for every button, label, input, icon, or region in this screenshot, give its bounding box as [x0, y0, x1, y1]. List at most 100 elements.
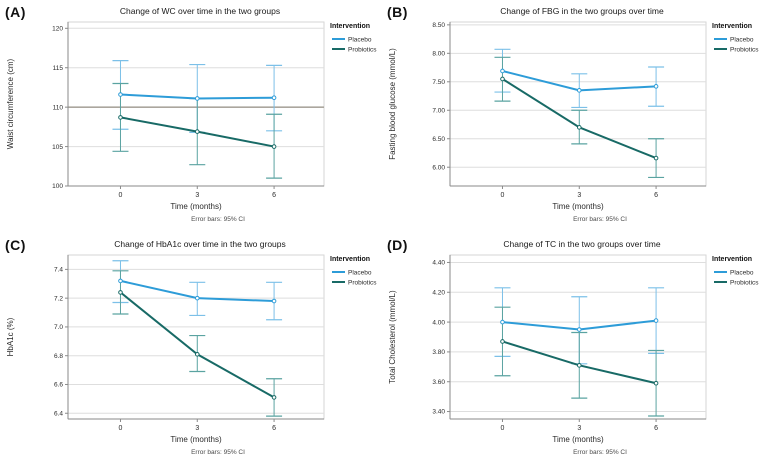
- legend-title: Intervention: [330, 23, 370, 30]
- legend-item-label: Probiotics: [348, 46, 377, 53]
- panel-d: (D) 3.40 3.60 3.80 4.00 4.20 4.40 0 3 6 Change of…: [382, 233, 763, 466]
- data-point-placebo: [271, 95, 277, 100]
- legend-title: Intervention: [712, 256, 752, 263]
- y-tick-label: 3.60: [432, 379, 445, 386]
- y-tick-label: 110: [53, 104, 64, 111]
- plot-frame: [67, 254, 325, 420]
- y-tick-label: 7.50: [432, 79, 445, 86]
- x-axis-label: Time (months): [552, 202, 604, 211]
- y-tick-label: 6.4: [54, 410, 63, 417]
- data-point-probiotics: [194, 351, 200, 357]
- y-tick-label: 105: [52, 144, 63, 151]
- chart-title: Change of HbA1c over time in the two gro…: [114, 239, 286, 249]
- plot-frame: [449, 254, 707, 420]
- legend-item-label: Placebo: [348, 269, 372, 276]
- y-axis-label: HbA1c (%): [6, 317, 15, 356]
- panel-b: (B) 6.00 6.50 7.00 7.50 8.00 8.50 0 3 6 Change of…: [382, 0, 763, 233]
- x-tick-label: 0: [501, 425, 505, 432]
- y-tick-label: 7.4: [54, 267, 63, 274]
- panel-b-chart-canvas: 6.00 6.50 7.00 7.50 8.00 8.50 0 3 6 Change of FBG…: [388, 6, 759, 223]
- legend-item-label: Probiotics: [730, 279, 759, 286]
- data-point-probiotics: [653, 380, 659, 386]
- chart-title: Change of WC over time in the two groups: [120, 6, 280, 16]
- chart-title: Change of FBG in the two groups over tim…: [500, 6, 664, 16]
- legend-item-label: Probiotics: [730, 46, 759, 53]
- y-tick-label: 3.40: [432, 409, 445, 416]
- y-axis-label: Fasting blood glucose (mmol/L): [388, 48, 397, 160]
- data-point-placebo: [576, 88, 582, 93]
- error-bars-footnote: Error bars: 95% CI: [191, 449, 245, 456]
- y-tick-label: 120: [52, 26, 63, 33]
- legend-title: Intervention: [330, 256, 370, 263]
- y-tick-label: 4.20: [432, 289, 445, 296]
- error-bars-footnote: Error bars: 95% CI: [573, 449, 627, 456]
- panel-a-chart-canvas: 100 105 110 115 120 0 3 6 Change of WC over time…: [6, 6, 377, 223]
- panel-d-label: (D): [387, 237, 408, 253]
- y-tick-label: 7.0: [54, 324, 63, 331]
- y-tick-label: 7.00: [432, 107, 445, 114]
- panel-d-chart-canvas: 3.40 3.60 3.80 4.00 4.20 4.40 0 3 6 Change of TC …: [388, 239, 759, 456]
- panel-c: (C) 6.4 6.6 6.8 7.0 7.2 7.4 0 3 6 Change of HbA1c…: [0, 233, 381, 466]
- panel-a-label: (A): [5, 4, 26, 20]
- plot-frame: [449, 21, 707, 187]
- x-tick-label: 3: [195, 425, 199, 432]
- data-point-placebo: [118, 92, 123, 97]
- y-tick-label: 4.40: [432, 260, 445, 267]
- plot-frame: [67, 21, 325, 187]
- x-tick-label: 3: [195, 192, 199, 199]
- legend-title: Intervention: [712, 23, 752, 30]
- data-point-probiotics: [576, 125, 582, 130]
- x-tick-label: 6: [654, 425, 658, 432]
- x-tick-label: 6: [654, 192, 658, 199]
- data-point-probiotics: [271, 395, 277, 400]
- legend-item-label: Placebo: [348, 36, 372, 43]
- x-tick-label: 3: [577, 425, 581, 432]
- y-tick-label: 8.00: [432, 51, 445, 58]
- chart-title: Change of TC in the two groups over time: [503, 239, 660, 249]
- panel-a: (A) 100 105 110 115 120 0 3 6 Change of WC over …: [0, 0, 381, 233]
- y-tick-label: 8.50: [432, 22, 445, 29]
- legend-item-label: Probiotics: [348, 279, 377, 286]
- y-tick-label: 6.00: [432, 164, 445, 171]
- data-point-placebo: [194, 295, 200, 301]
- x-tick-label: 0: [119, 425, 123, 432]
- panel-c-chart-canvas: 6.4 6.6 6.8 7.0 7.2 7.4 0 3 6 Change of HbA1c ove…: [6, 239, 377, 456]
- data-point-probiotics: [500, 339, 505, 344]
- x-tick-label: 6: [272, 425, 276, 432]
- data-point-probiotics: [118, 115, 123, 120]
- x-tick-label: 0: [119, 192, 123, 199]
- error-bars-footnote: Error bars: 95% CI: [191, 216, 245, 223]
- data-point-placebo: [653, 84, 659, 89]
- legend-item-label: Placebo: [730, 36, 754, 43]
- panel-c-label: (C): [5, 237, 26, 253]
- panel-b-label: (B): [387, 4, 408, 20]
- y-tick-label: 3.80: [432, 349, 445, 356]
- y-tick-label: 6.8: [54, 353, 63, 360]
- data-point-placebo: [118, 278, 123, 284]
- data-point-placebo: [576, 327, 582, 332]
- y-axis-label: Total Cholesterol (mmol/L): [388, 290, 397, 384]
- legend-item-label: Placebo: [730, 269, 754, 276]
- x-axis-label: Time (months): [170, 202, 222, 211]
- error-bars-footnote: Error bars: 95% CI: [573, 216, 627, 223]
- x-tick-label: 6: [272, 192, 276, 199]
- x-tick-label: 0: [501, 192, 505, 199]
- x-axis-label: Time (months): [170, 435, 222, 444]
- y-tick-label: 6.6: [54, 382, 63, 389]
- data-point-placebo: [653, 318, 659, 323]
- y-axis-label: Waist circumference (cm): [6, 58, 15, 149]
- data-point-probiotics: [576, 363, 582, 368]
- data-point-probiotics: [500, 76, 505, 82]
- x-tick-label: 3: [577, 192, 581, 199]
- data-point-probiotics: [653, 155, 659, 161]
- y-tick-label: 7.2: [54, 295, 63, 302]
- data-point-placebo: [500, 68, 505, 74]
- y-tick-label: 6.50: [432, 136, 445, 143]
- y-tick-label: 115: [53, 65, 64, 72]
- data-point-placebo: [271, 298, 277, 304]
- y-tick-label: 100: [52, 183, 63, 190]
- y-tick-label: 4.00: [432, 319, 445, 326]
- data-point-probiotics: [118, 290, 123, 295]
- data-point-placebo: [194, 96, 200, 101]
